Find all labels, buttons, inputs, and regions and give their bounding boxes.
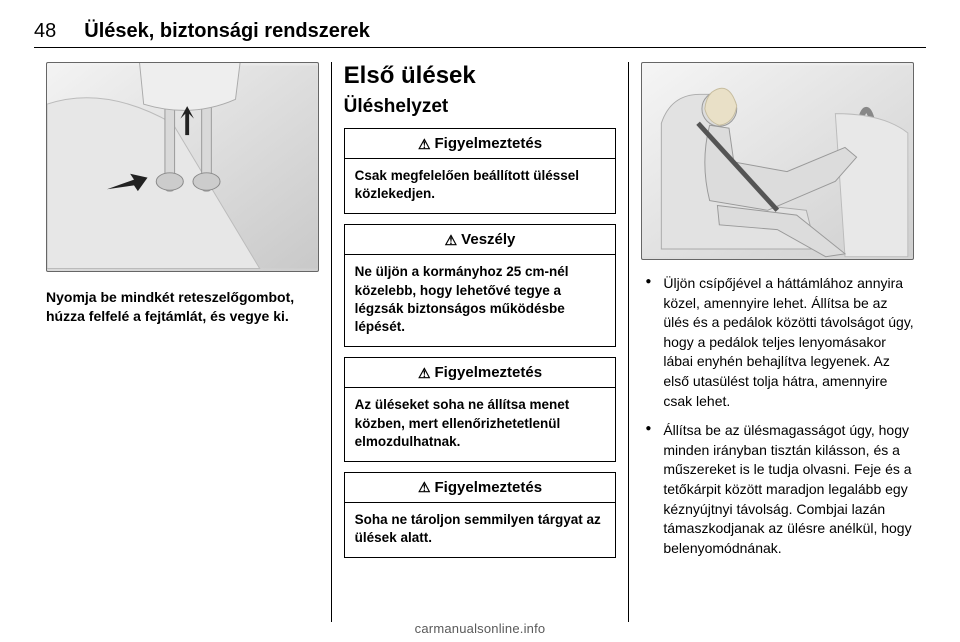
- posture-bullet-list: Üljön csípőjével a háttámlához annyira k…: [641, 274, 914, 558]
- warning-box-3-body: Soha ne tároljon semmilyen tárgyat az ül…: [345, 503, 616, 557]
- warning-box-3-head: ⚠ Figyelmeztetés: [345, 473, 616, 503]
- warning-box-3: ⚠ Figyelmeztetés Soha ne tároljon semmil…: [344, 472, 617, 558]
- danger-box-head: ⚠ Veszély: [345, 225, 616, 255]
- warning-box-2: ⚠ Figyelmeztetés Az üléseket soha ne áll…: [344, 357, 617, 462]
- section-title: Első ülések: [344, 62, 617, 90]
- seating-posture-illustration: [641, 62, 914, 260]
- list-item: Üljön csípőjével a háttámlához annyira k…: [641, 274, 914, 411]
- warning-box-1: ⚠ Figyelmeztetés Csak megfelelően beállí…: [344, 128, 617, 214]
- headrest-removal-illustration: [46, 62, 319, 272]
- warning-box-2-head: ⚠ Figyelmeztetés: [345, 358, 616, 388]
- danger-box: ⚠ Veszély Ne üljön a kormányhoz 25 cm-né…: [344, 224, 617, 347]
- column-3: Üljön csípőjével a háttámlához annyira k…: [628, 62, 926, 622]
- page-header: 48 Ülések, biztonsági rendszerek: [34, 20, 926, 48]
- warning-icon: ⚠: [418, 137, 431, 151]
- footer-domain: carmanualsonline.info: [415, 621, 546, 636]
- warning-box-1-label: Figyelmeztetés: [435, 135, 543, 152]
- warning-icon: ⚠: [445, 233, 458, 247]
- column-1: Nyomja be mindkét reteszelőgombot, húzza…: [34, 62, 331, 622]
- list-item: Állítsa be az ülésmagasságot úgy, hogy m…: [641, 421, 914, 558]
- warning-box-2-body: Az üléseket soha ne állítsa menet közben…: [345, 388, 616, 461]
- content-columns: Nyomja be mindkét reteszelőgombot, húzza…: [34, 62, 926, 622]
- warning-box-3-label: Figyelmeztetés: [435, 479, 543, 496]
- posture-svg: [642, 63, 913, 259]
- headrest-svg: [47, 63, 318, 271]
- page-number: 48: [34, 20, 56, 43]
- subsection-title: Üléshelyzet: [344, 96, 617, 118]
- chapter-title: Ülések, biztonsági rendszerek: [84, 20, 370, 43]
- warning-icon: ⚠: [418, 480, 431, 494]
- danger-box-label: Veszély: [461, 231, 515, 248]
- manual-page: 48 Ülések, biztonsági rendszerek: [0, 0, 960, 642]
- danger-box-body: Ne üljön a kormányhoz 25 cm-nél közelebb…: [345, 255, 616, 346]
- warning-icon: ⚠: [418, 366, 431, 380]
- col1-caption: Nyomja be mindkét reteszelőgombot, húzza…: [46, 288, 319, 326]
- column-2: Első ülések Üléshelyzet ⚠ Figyelmeztetés…: [331, 62, 629, 622]
- warning-box-1-head: ⚠ Figyelmeztetés: [345, 129, 616, 159]
- warning-box-1-body: Csak megfelelően beállított üléssel közl…: [345, 159, 616, 213]
- warning-box-2-label: Figyelmeztetés: [435, 364, 543, 381]
